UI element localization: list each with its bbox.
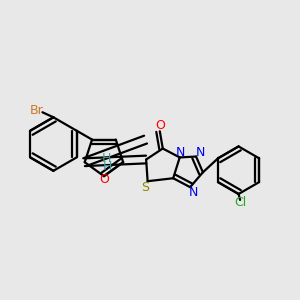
Text: N: N [188, 186, 198, 199]
Text: O: O [155, 119, 165, 132]
Text: N: N [196, 146, 206, 160]
Text: H: H [102, 160, 112, 173]
Text: Br: Br [30, 104, 44, 117]
Text: S: S [141, 181, 149, 194]
Text: O: O [99, 173, 109, 186]
Text: N: N [176, 146, 185, 159]
Text: H: H [101, 152, 111, 165]
Text: Cl: Cl [234, 196, 246, 209]
